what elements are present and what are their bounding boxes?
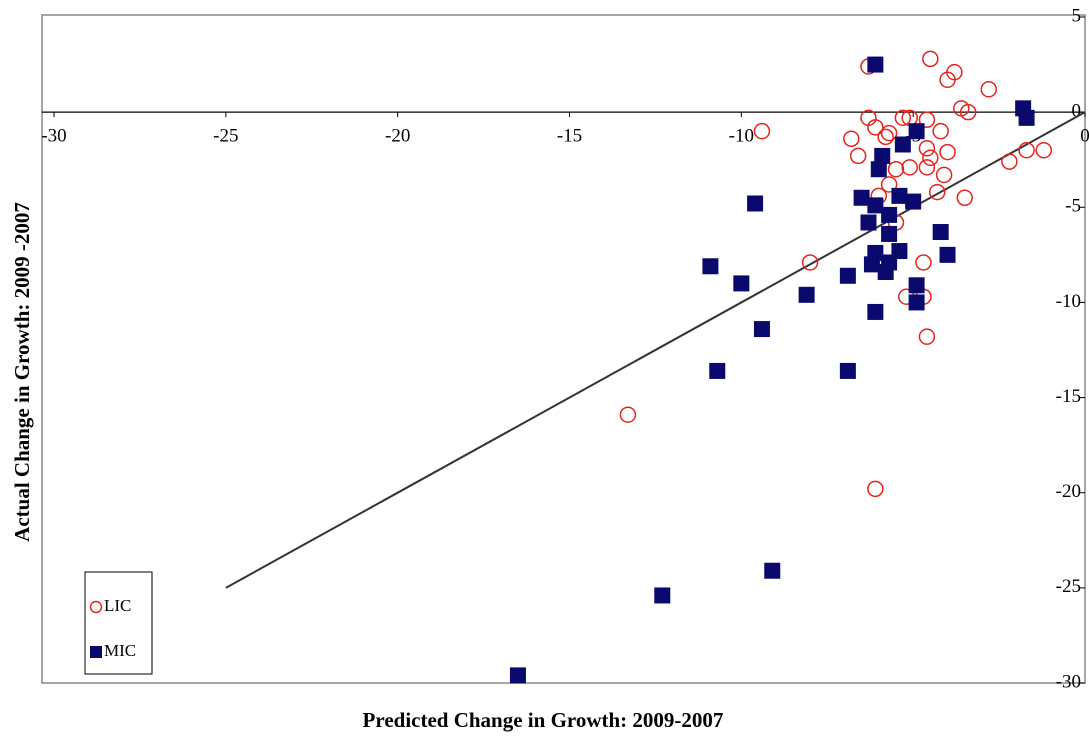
lic-point [980, 81, 998, 98]
lic-point [922, 50, 939, 68]
mic-point [874, 147, 891, 164]
mic-point [881, 254, 898, 271]
mic-point [881, 206, 898, 223]
y-tick-label: -25 [1056, 576, 1081, 597]
x-tick-label: 0 [1080, 126, 1089, 147]
lic-point [894, 109, 912, 127]
mic-point [764, 562, 781, 579]
plot-frame [41, 14, 1086, 684]
mic-point [881, 225, 898, 242]
lic-point [932, 122, 949, 140]
lic-point [922, 149, 939, 167]
y-tick-label: -30 [1056, 671, 1081, 692]
mic-point [733, 275, 750, 292]
y-axis-title: Actual Change in Growth: 2009 -2007 [10, 202, 34, 542]
lic-point [1018, 141, 1035, 159]
lic-point [1035, 141, 1053, 159]
y-tick-label: -20 [1056, 481, 1081, 502]
lic-point [918, 140, 936, 157]
lic-point [887, 160, 905, 178]
y-tick-label: -10 [1056, 291, 1081, 312]
mic-point [747, 195, 764, 212]
lic-point [801, 254, 819, 271]
lic-point [880, 124, 898, 142]
lic-point [880, 176, 898, 193]
legend-marker [89, 600, 103, 614]
lic-point [849, 147, 867, 165]
x-tick-label: -30 [41, 126, 66, 147]
y-tick-label: 5 [1072, 5, 1082, 26]
mic-point [702, 258, 719, 275]
mic-point [932, 224, 949, 241]
lic-point [959, 103, 977, 121]
mic-point [853, 189, 870, 206]
x-axis-title: Predicted Change in Growth: 2009-2007 [363, 708, 724, 732]
lic-point [928, 183, 946, 201]
legend-label: MIC [104, 641, 136, 660]
mic-point [839, 267, 856, 284]
lic-point [867, 480, 884, 498]
lic-point [918, 111, 936, 129]
lic-point [753, 122, 771, 140]
mic-point [939, 246, 956, 263]
mic-point [753, 321, 770, 338]
x-tick-label: -20 [385, 126, 410, 147]
lic-point [935, 166, 953, 184]
mic-point [891, 187, 908, 204]
legend-marker [90, 646, 102, 658]
lic-point [939, 71, 956, 89]
lic-point [915, 254, 932, 271]
mic-point [839, 362, 856, 379]
lic-point [918, 328, 936, 345]
mic-point [894, 136, 911, 153]
lic-point [867, 119, 884, 136]
y-tick-label: 0 [1072, 101, 1082, 122]
mic-point [654, 587, 671, 604]
lic-point [901, 159, 918, 176]
lic-point [918, 159, 936, 176]
mic-point [798, 286, 815, 303]
mic-point [867, 303, 884, 320]
mic-point [509, 667, 526, 684]
mic-point [863, 256, 880, 273]
fit-line [225, 111, 1086, 589]
x-tick-label: -25 [213, 126, 238, 147]
y-tick-label: -15 [1056, 386, 1081, 407]
mic-point [908, 294, 925, 311]
mic-point [867, 197, 884, 214]
mic-point [1018, 109, 1035, 126]
lic-point [1001, 153, 1018, 170]
lic-point [877, 128, 894, 146]
mic-point [860, 214, 877, 231]
mic-point [905, 193, 922, 210]
legend-label: LIC [104, 596, 131, 615]
y-tick-label: -5 [1065, 196, 1081, 217]
lic-point [939, 143, 956, 161]
x-tick-label: -10 [729, 126, 754, 147]
mic-point [867, 56, 884, 73]
lic-point [619, 406, 637, 423]
mic-point [908, 277, 925, 294]
mic-point [908, 123, 925, 140]
x-tick-label: -15 [557, 126, 582, 147]
lic-point [956, 189, 973, 207]
mic-point [709, 362, 726, 379]
mic-point [870, 161, 887, 178]
lic-point [843, 130, 860, 148]
